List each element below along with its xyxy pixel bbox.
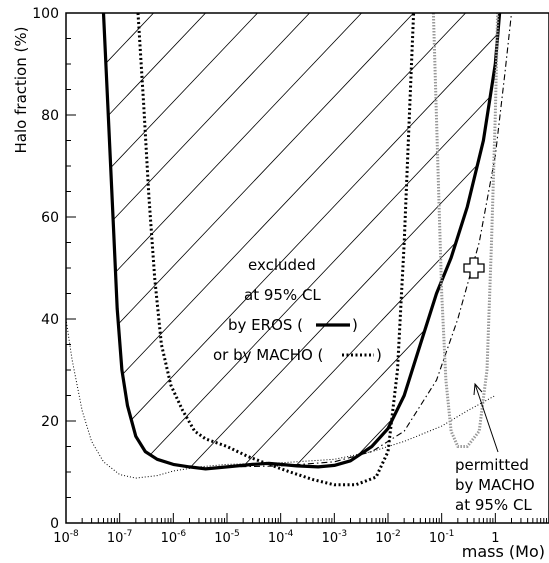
y-tick-label: 0 — [50, 516, 59, 532]
x-tick-exponent: -6 — [177, 529, 186, 539]
x-tick-base: 10 — [214, 531, 231, 546]
series-line-dotted-thick — [136, 13, 416, 487]
x-tick-label: 10-2 — [375, 529, 401, 546]
permitted-cl-label: at 95% CL — [455, 496, 532, 514]
axis-ticks — [65, 12, 548, 524]
cross-marker-shape — [463, 257, 485, 279]
y-tick-label: 100 — [32, 6, 59, 22]
eros-legend-prefix: by EROS ( — [228, 316, 303, 334]
hatch-line — [103, 13, 273, 469]
x-tick-label: 10-1 — [429, 529, 455, 546]
x-tick-exponent: -4 — [284, 529, 293, 539]
y-tick-label: 40 — [41, 312, 59, 328]
y-tick-label: 20 — [41, 414, 59, 430]
hatch-line — [103, 13, 429, 469]
hatch-line — [335, 13, 500, 469]
series-line-dotted-thin — [66, 318, 496, 479]
series-line-dotted-gray-contour — [431, 13, 500, 448]
permitted-label: permitted — [455, 456, 529, 474]
x-tick-base: 10 — [53, 531, 70, 546]
y-tick-label: 80 — [41, 108, 59, 124]
permitted-by-macho-label: by MACHO — [455, 476, 535, 494]
x-tick-base: 10 — [161, 531, 178, 546]
eros-legend-suffix: ) — [352, 316, 358, 334]
macho-legend: or by MACHO ( ) — [213, 346, 382, 364]
x-axis-label: mass (Mo) — [462, 542, 545, 561]
hatch-line — [103, 13, 325, 469]
x-tick-label: 10-4 — [268, 529, 294, 546]
x-tick-exponent: -8 — [70, 529, 79, 539]
hatch-line — [231, 13, 500, 469]
excluded-label: excluded — [248, 256, 316, 274]
x-tick-exponent: -1 — [445, 529, 454, 539]
y-axis-label: Halo fraction (%) — [12, 27, 30, 154]
hatch-line — [439, 13, 500, 469]
hatch-line — [103, 13, 481, 469]
x-tick-label: 10-7 — [107, 529, 133, 546]
hatch-line — [283, 13, 500, 469]
hatch-line — [0, 0, 12, 533]
x-tick-label: 10-6 — [161, 529, 187, 546]
x-tick-base: 10 — [429, 531, 446, 546]
series-group — [66, 13, 513, 487]
x-tick-base: 10 — [322, 531, 339, 546]
x-tick-exponent: -5 — [231, 529, 240, 539]
macho-legend-suffix: ) — [376, 346, 382, 364]
x-tick-label: 10-5 — [214, 529, 240, 546]
x-tick-label: 10-3 — [322, 529, 348, 546]
x-tick-exponent: -3 — [338, 529, 347, 539]
x-tick-label: 1 — [491, 531, 499, 546]
x-tick-label: 10-8 — [53, 529, 79, 546]
eros-legend: by EROS ( ) — [228, 316, 358, 334]
x-tick-exponent: -7 — [123, 529, 132, 539]
hatch-line — [103, 13, 221, 469]
series-line-dashdot — [226, 13, 513, 468]
y-tick-label: 60 — [41, 210, 59, 226]
hatch-line — [491, 13, 500, 469]
excluded-cl-label: at 95% CL — [244, 286, 321, 304]
hatch-line — [0, 0, 64, 533]
x-tick-base: 10 — [375, 531, 392, 546]
series-line-solid-thick — [101, 13, 502, 471]
y-tick-labels: 0 20 40 60 80 100 — [32, 6, 59, 532]
hatch-line — [103, 13, 500, 469]
hatch-line — [103, 13, 377, 469]
x-tick-exponent: -2 — [392, 529, 401, 539]
x-tick-base: 10 — [107, 531, 124, 546]
x-tick-base: 10 — [268, 531, 285, 546]
macho-legend-prefix: or by MACHO ( — [213, 346, 323, 364]
hatch-line — [127, 13, 500, 469]
permitted-arrow — [473, 382, 499, 453]
cross-marker — [463, 257, 485, 279]
x-tick-base: 1 — [491, 531, 499, 546]
x-tick-labels: 10-8 10-7 10-6 10-5 10-4 10-3 10-2 10-1 1 — [53, 529, 499, 546]
hatch-line — [103, 13, 500, 469]
